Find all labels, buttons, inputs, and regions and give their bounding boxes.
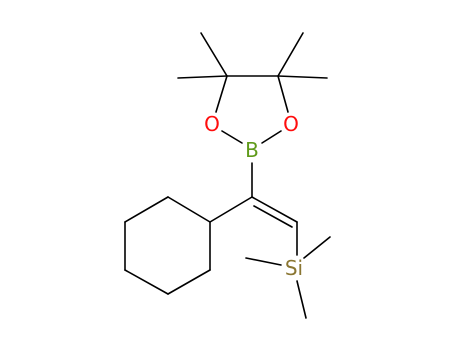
bond [277,32,304,77]
bond [277,75,289,113]
bond [296,280,307,319]
bond [167,196,211,223]
bond [177,75,228,79]
bond [245,257,282,266]
atom-label: B [245,138,259,162]
bond [261,130,282,144]
bond [215,75,228,113]
bond [209,196,253,223]
bond [303,236,331,259]
bonds [124,32,331,319]
atom-label: Si [285,256,303,280]
bond [251,196,298,223]
atom-label: O [204,112,220,136]
bond [124,269,169,295]
bond [277,75,328,79]
bond [124,196,169,223]
atom-label: O [283,112,299,136]
bond [253,205,293,228]
bond [167,269,211,295]
bond [221,130,243,144]
bond [200,32,228,77]
